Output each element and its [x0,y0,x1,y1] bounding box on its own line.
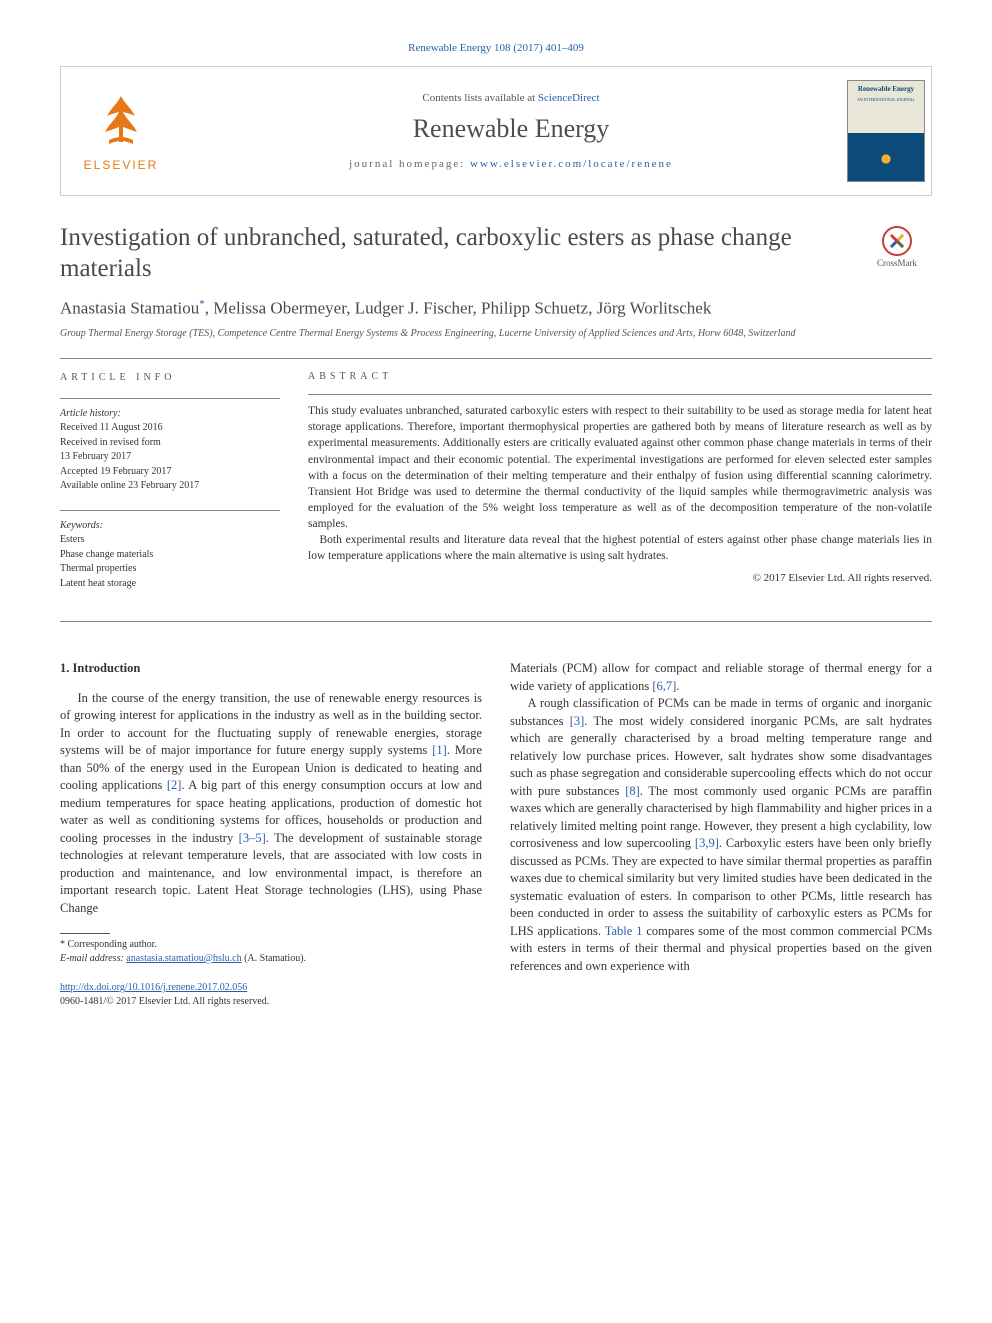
contents-lists-line: Contents lists available at ScienceDirec… [422,92,599,104]
history-line: Accepted 19 February 2017 [60,465,280,480]
authors-line: Anastasia Stamatiou*, Melissa Obermeyer,… [60,297,932,320]
abstract-column: ABSTRACT This study evaluates unbranched… [308,371,932,607]
section-heading: 1. Introduction [60,660,482,678]
elsevier-logo: ELSEVIER [61,67,181,195]
affiliation: Group Thermal Energy Storage (TES), Comp… [60,327,932,340]
homepage-link[interactable]: www.elsevier.com/locate/renene [470,158,673,170]
abstract-heading: ABSTRACT [308,371,932,382]
rule-bottom [60,621,932,622]
sciencedirect-link[interactable]: ScienceDirect [538,92,600,104]
keyword: Latent heat storage [60,577,280,592]
crossmark-widget[interactable]: CrossMark [862,226,932,268]
cover-subtitle: AN INTERNATIONAL JOURNAL [851,97,921,102]
body-paragraph: In the course of the energy transition, … [60,690,482,918]
body-paragraph: A rough classification of PCMs can be ma… [510,695,932,975]
body-column-left: 1. Introduction In the course of the ene… [60,660,482,1008]
journal-header: ELSEVIER Contents lists available at Sci… [60,66,932,196]
contents-prefix: Contents lists available at [422,92,537,104]
article-info-column: ARTICLE INFO Article history: Received 1… [60,371,280,607]
homepage-prefix: journal homepage: [349,158,470,170]
history-label: Article history: [60,407,280,422]
keyword: Esters [60,533,280,548]
article-title: Investigation of unbranched, saturated, … [60,222,850,285]
top-citation[interactable]: Renewable Energy 108 (2017) 401–409 [60,42,932,54]
history-line: Available online 23 February 2017 [60,479,280,494]
elsevier-label: ELSEVIER [84,158,159,172]
bottom-meta: http://dx.doi.org/10.1016/j.renene.2017.… [60,981,482,1008]
keywords-label: Keywords: [60,519,280,534]
email-label: E-mail address: [60,953,126,964]
abstract-copyright: © 2017 Elsevier Ltd. All rights reserved… [308,572,932,584]
history-line: Received in revised form [60,436,280,451]
email-suffix: (A. Stamatiou). [242,953,306,964]
crossmark-icon [882,226,912,256]
cover-thumbnail: Renewable Energy AN INTERNATIONAL JOURNA… [847,80,925,182]
elsevier-tree-icon [89,90,153,154]
journal-name: Renewable Energy [413,114,610,144]
journal-cover: Renewable Energy AN INTERNATIONAL JOURNA… [841,67,931,195]
body-column-right: Materials (PCM) allow for compact and re… [510,660,932,1008]
abstract-paragraph: Both experimental results and literature… [308,532,932,564]
keyword: Phase change materials [60,548,280,563]
history-line: 13 February 2017 [60,450,280,465]
issn-copyright: 0960-1481/© 2017 Elsevier Ltd. All right… [60,995,482,1009]
rule-top [60,358,932,359]
footnote-rule [60,933,110,934]
cover-title: Renewable Energy [851,85,921,93]
cover-sun-icon [878,151,894,167]
abstract-rule [308,394,932,395]
section-title: Introduction [73,661,141,675]
crossmark-label: CrossMark [862,258,932,268]
meta-rule-2 [60,510,280,511]
section-number: 1. [60,661,69,675]
keywords-block: Keywords: EstersPhase change materialsTh… [60,519,280,592]
header-center: Contents lists available at ScienceDirec… [181,67,841,195]
article-history: Article history: Received 11 August 2016… [60,407,280,494]
history-line: Received 11 August 2016 [60,421,280,436]
abstract-paragraph: This study evaluates unbranched, saturat… [308,403,932,532]
corresponding-footnote: * Corresponding author. E-mail address: … [60,938,482,965]
corr-label: * Corresponding author. [60,938,482,952]
body-paragraph: Materials (PCM) allow for compact and re… [510,660,932,695]
meta-rule-1 [60,398,280,399]
abstract-text: This study evaluates unbranched, saturat… [308,403,932,564]
corr-email-link[interactable]: anastasia.stamatiou@hslu.ch [126,953,241,964]
article-info-heading: ARTICLE INFO [60,371,280,386]
homepage-line: journal homepage: www.elsevier.com/locat… [349,158,673,170]
doi-link[interactable]: http://dx.doi.org/10.1016/j.renene.2017.… [60,982,247,993]
keyword: Thermal properties [60,562,280,577]
